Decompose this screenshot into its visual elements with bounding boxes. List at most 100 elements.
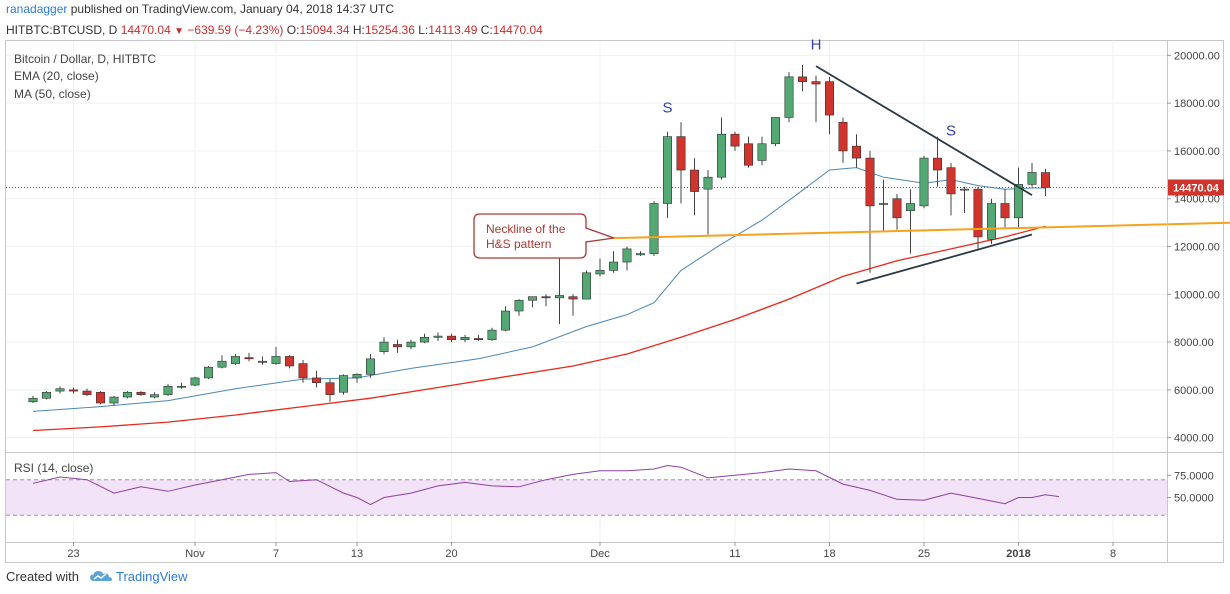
neckline-callout <box>473 213 615 259</box>
candle-up <box>703 176 713 190</box>
candlesticks <box>28 64 1050 406</box>
chart-axes: 4000.00 6000.00 8000.00 10000.00 12000.00 140… <box>6 41 1224 562</box>
candle-up <box>379 341 389 352</box>
candle-down <box>298 363 308 379</box>
low-value: 14113.49 <box>428 23 478 37</box>
pattern-label: S <box>662 100 672 117</box>
chart-grid <box>6 41 1167 542</box>
candle-down <box>1000 203 1010 219</box>
candle-up <box>663 136 672 204</box>
candle-down <box>946 167 956 195</box>
candle-up <box>771 117 780 145</box>
candle-up <box>258 360 267 363</box>
candle-down <box>474 338 483 340</box>
callout-text: Neckline of the <box>486 222 566 236</box>
tradingview-link[interactable]: TradingView <box>116 569 188 584</box>
time-tick-label: 18 <box>823 548 835 560</box>
candle-down <box>865 157 875 207</box>
support-trendline <box>856 233 1033 285</box>
rsi-band <box>6 479 1167 516</box>
author-link[interactable]: ranadagger <box>6 2 68 16</box>
candle-down <box>676 136 686 171</box>
close-label: C: <box>480 23 493 37</box>
time-tick-label: 13 <box>351 548 363 560</box>
candle-up <box>784 76 794 118</box>
candle-down <box>136 391 146 395</box>
price-tick-label: 14000.00 <box>1174 194 1220 206</box>
candle-up <box>433 335 443 338</box>
candle-up <box>514 299 524 312</box>
candle-up <box>1014 184 1023 219</box>
high-value: 15254.36 <box>364 23 415 37</box>
candle-up <box>204 366 213 379</box>
time-tick-label: 2018 <box>1006 548 1030 560</box>
last-price: 14470.04 <box>120 23 171 37</box>
time-tick-label: 20 <box>445 548 457 560</box>
candle-up <box>150 394 159 398</box>
candle-up <box>555 295 564 299</box>
price-change: −639.59 (−4.23%) <box>187 23 284 37</box>
ma-line <box>32 225 1046 432</box>
candle-up <box>487 329 497 340</box>
candle-down <box>744 143 753 166</box>
symbol-label: HITBTC:BTCUSD, D <box>6 23 118 37</box>
rsi-line <box>32 464 1060 506</box>
low-label: L: <box>418 23 429 37</box>
time-tick-label: 25 <box>918 548 930 560</box>
candle-down <box>825 81 834 116</box>
candle-up <box>460 337 470 340</box>
candle-up <box>339 375 348 393</box>
close-value: 14470.04 <box>492 23 543 37</box>
price-tick-label: 4000.00 <box>1174 433 1214 445</box>
ema-legend: EMA (20, close) <box>14 69 99 83</box>
resistance-trendline <box>815 65 1033 196</box>
footer: Created with TradingView <box>0 563 1230 594</box>
rsi-tick-label: 50.0000 <box>1174 493 1214 505</box>
candle-up <box>595 270 605 275</box>
candle-down <box>447 335 456 340</box>
candle-up <box>528 296 537 301</box>
candle-up <box>919 157 929 207</box>
rsi-tick-label: 75.0000 <box>1174 470 1214 482</box>
time-tick-label: 23 <box>67 548 79 560</box>
candle-up <box>649 203 659 254</box>
candle-up <box>879 203 888 205</box>
published-text: published on TradingView.com, January 04… <box>70 2 395 16</box>
candle-up <box>217 360 227 368</box>
price-tick-label: 8000.00 <box>1174 337 1214 349</box>
candle-down <box>690 169 699 192</box>
last-price-tag <box>1168 179 1224 196</box>
time-tick-label: Nov <box>185 548 205 560</box>
candle-up <box>717 133 726 178</box>
time-tick-label: 11 <box>729 548 740 560</box>
callout-text: H&S pattern <box>486 237 551 251</box>
high-label: H: <box>352 23 365 37</box>
candle-down <box>1041 172 1050 188</box>
candle-down <box>69 389 78 392</box>
candle-up <box>622 248 632 263</box>
candle-down <box>393 344 402 348</box>
open-label: O: <box>286 23 300 37</box>
price-tick-label: 16000.00 <box>1174 146 1220 158</box>
tradingview-cloud-icon <box>83 569 116 584</box>
candle-down <box>838 121 848 152</box>
candle-up <box>55 388 65 392</box>
time-tick-label: 8 <box>1110 548 1116 560</box>
candle-down <box>798 76 807 82</box>
candle-up <box>190 377 200 386</box>
candle-down <box>312 377 321 384</box>
candle-up <box>163 385 173 395</box>
candle-up <box>231 356 240 364</box>
pattern-label: H <box>811 36 822 53</box>
candle-up <box>960 188 969 191</box>
candle-up <box>501 310 510 331</box>
candle-down <box>568 296 578 300</box>
candle-up <box>406 341 416 348</box>
price-tick-label: 6000.00 <box>1174 385 1214 397</box>
candle-down <box>82 390 92 395</box>
candle-up <box>420 337 429 343</box>
candle-down <box>325 382 335 395</box>
rsi-overbought-oversold-band <box>6 479 1167 516</box>
